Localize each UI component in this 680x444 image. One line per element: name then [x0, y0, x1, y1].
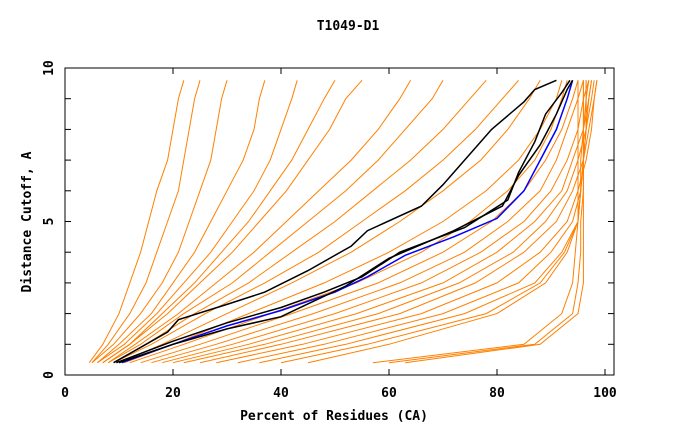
model-curve-1 — [91, 80, 201, 364]
y-tick-label: 5 — [42, 218, 57, 226]
model-curve-8 — [107, 80, 444, 364]
ticks-group: 0 20 40 60 80 100 0 5 10 — [42, 60, 617, 401]
x-tick-label: 40 — [273, 386, 289, 401]
model-curve-11 — [118, 80, 541, 364]
model-curve-9 — [113, 79, 487, 364]
highlight-curve-0 — [121, 80, 574, 364]
highlight-curve-1 — [113, 79, 557, 364]
model-curve-4 — [97, 80, 298, 364]
model-curve-15 — [151, 80, 584, 364]
y-tick-label: 0 — [42, 371, 57, 379]
model-curve-17 — [172, 80, 592, 364]
x-tick-label: 20 — [165, 386, 181, 401]
model-curve-20 — [216, 80, 598, 364]
y-tick-label: 10 — [42, 60, 57, 76]
model-curve-21 — [237, 80, 592, 364]
model-curve-16 — [162, 80, 590, 364]
model-curve-7 — [107, 80, 412, 364]
model-curve-2 — [91, 80, 228, 364]
x-tick-label: 100 — [593, 386, 617, 401]
series-group — [88, 79, 598, 364]
model-curve-18 — [183, 80, 595, 364]
x-tick-label: 60 — [381, 386, 397, 401]
model-curve-26 — [388, 80, 584, 364]
model-curve-22 — [259, 80, 590, 364]
model-curve-5 — [102, 80, 336, 364]
model-curve-6 — [102, 79, 363, 364]
model-curve-13 — [129, 80, 568, 364]
y-axis-label: Distance Cutoff, A — [20, 151, 35, 292]
chart-title: T1049-D1 — [317, 19, 380, 34]
model-curve-25 — [372, 80, 579, 364]
model-curve-0 — [88, 80, 185, 363]
x-tick-label: 0 — [61, 386, 69, 401]
highlight-curve-3 — [118, 79, 574, 364]
model-curve-19 — [199, 80, 598, 364]
x-tick-label: 80 — [489, 386, 505, 401]
model-curve-10 — [113, 79, 519, 364]
x-axis-label: Percent of Residues (CA) — [240, 409, 428, 424]
model-curve-23 — [280, 80, 587, 364]
model-curve-3 — [97, 80, 266, 364]
model-curve-27 — [405, 80, 587, 364]
